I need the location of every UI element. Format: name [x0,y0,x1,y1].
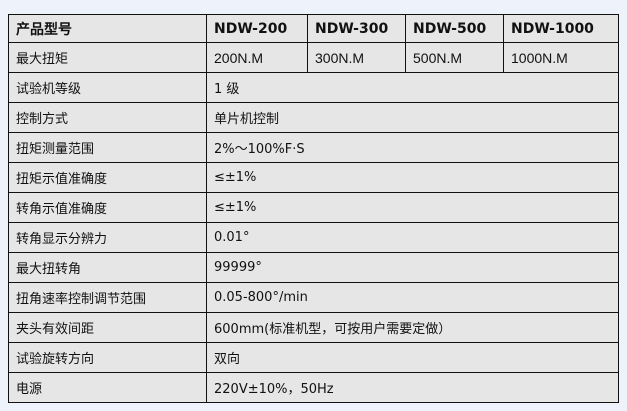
row-value: ≤±1% [206,162,619,193]
row-value: 单片机控制 [206,102,619,133]
table-row: 转角显示分辨力 0.01° [8,222,619,253]
row-label: 扭角速率控制调节范围 [8,282,207,313]
row-value: 99999° [206,252,619,283]
table-row: 试验机等级 1 级 [8,72,619,103]
table-row: 最大扭矩 200N.M 300N.M 500N.M 1000N.M [8,42,619,73]
model-header: NDW-200 [206,14,308,43]
row-label: 试验机等级 [8,72,207,103]
row-value: 220V±10%，50Hz [206,372,619,403]
row-value: ≤±1% [206,192,619,223]
row-value: 2%～100%F·S [206,132,619,163]
row-label: 扭矩测量范围 [8,132,207,163]
table-row: 试验旋转方向 双向 [8,342,619,373]
row-label: 扭矩示值准确度 [8,162,207,193]
table-row: 扭矩测量范围 2%～100%F·S [8,132,619,163]
table-row: 电源 220V±10%，50Hz [8,372,619,403]
table-row: 控制方式 单片机控制 [8,102,619,133]
model-header: NDW-300 [307,14,406,43]
row-label: 最大扭矩 [8,42,207,73]
table-row: 转角示值准确度 ≤±1% [8,192,619,223]
row-label: 最大扭转角 [8,252,207,283]
row-value: 0.01° [206,222,619,253]
row-value: 500N.M [405,42,504,73]
row-value: 1 级 [206,72,619,103]
row-value: 0.05-800°/min [206,282,619,313]
row-value: 600mm(标准机型，可按用户需要定做） [206,312,619,343]
spec-table: 产品型号 NDW-200 NDW-300 NDW-500 NDW-1000 最大… [8,14,619,403]
model-header: NDW-500 [405,14,504,43]
row-value: 200N.M [206,42,308,73]
row-label: 转角示值准确度 [8,192,207,223]
row-value: 1000N.M [503,42,619,73]
row-value: 300N.M [307,42,406,73]
table-header-row: 产品型号 NDW-200 NDW-300 NDW-500 NDW-1000 [8,14,619,43]
table-row: 夹头有效间距 600mm(标准机型，可按用户需要定做） [8,312,619,343]
row-label: 控制方式 [8,102,207,133]
model-header: NDW-1000 [503,14,619,43]
row-label: 夹头有效间距 [8,312,207,343]
table-row: 最大扭转角 99999° [8,252,619,283]
row-label: 电源 [8,372,207,403]
table-row: 扭矩示值准确度 ≤±1% [8,162,619,193]
row-label: 试验旋转方向 [8,342,207,373]
row-value: 双向 [206,342,619,373]
row-label: 转角显示分辨力 [8,222,207,253]
header-label: 产品型号 [8,14,207,43]
table-row: 扭角速率控制调节范围 0.05-800°/min [8,282,619,313]
